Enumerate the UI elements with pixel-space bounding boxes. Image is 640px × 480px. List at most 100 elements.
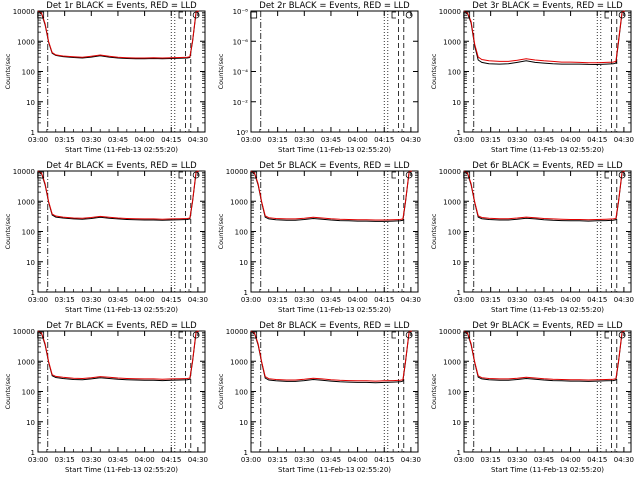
x-tick-label: 04:15 xyxy=(374,136,394,144)
y-tick-label: 1 xyxy=(457,129,461,137)
x-tick-label: 04:00 xyxy=(348,136,368,144)
detector-chart-4: Det 4r BLACK = Events, RED = LLD 1 10 100 10… xyxy=(4,161,208,314)
marker-circle xyxy=(405,171,413,179)
marker-bracket xyxy=(391,11,397,19)
x-tick-label: 04:30 xyxy=(614,296,634,304)
x-tick-label: 03:45 xyxy=(534,136,554,144)
marker-bracket xyxy=(178,331,184,339)
x-tick-label: 04:00 xyxy=(561,456,581,464)
x-tick-label: 04:00 xyxy=(135,456,155,464)
y-tick-label: 10000 xyxy=(439,328,461,336)
x-tick-label: 03:45 xyxy=(108,296,128,304)
x-tick-label: 04:30 xyxy=(401,136,421,144)
marker-square xyxy=(463,331,471,339)
y-tick-label: 1000 xyxy=(17,198,35,206)
x-tick-label: 04:15 xyxy=(161,296,181,304)
x-tick-label: 03:30 xyxy=(81,296,101,304)
y-axis-label: Counts/sec xyxy=(430,213,438,249)
plot-frame xyxy=(250,330,419,453)
y-tick-label: 1 xyxy=(31,289,35,297)
events-series-line xyxy=(463,10,626,66)
x-tick-label: 03:30 xyxy=(294,456,314,464)
marker-bracket xyxy=(604,171,610,179)
x-tick-label: 03:30 xyxy=(81,136,101,144)
x-tick-label: 03:15 xyxy=(268,136,288,144)
x-tick-label: 03:15 xyxy=(268,456,288,464)
y-tick-label: 10 xyxy=(239,259,248,267)
marker-square xyxy=(250,11,258,19)
y-tick-label: 1 xyxy=(457,289,461,297)
y-axis-label: Counts/sec xyxy=(4,213,12,249)
x-tick-label: 04:30 xyxy=(401,456,421,464)
chart-title: Det 8r BLACK = Events, RED = LLD xyxy=(259,321,410,331)
marker-square xyxy=(463,171,471,179)
x-tick-label: 03:30 xyxy=(294,136,314,144)
x-tick-label: 03:00 xyxy=(241,136,261,144)
x-tick-label: 03:45 xyxy=(321,456,341,464)
y-axis-label: Counts/sec xyxy=(430,373,438,409)
y-tick-label: 10 xyxy=(452,259,461,267)
y-tick-label: 100 xyxy=(448,69,461,77)
y-tick-label: 10000 xyxy=(13,328,35,336)
x-tick-label: 03:15 xyxy=(55,296,75,304)
x-tick-label: 03:45 xyxy=(321,296,341,304)
x-tick-label: 03:00 xyxy=(454,456,474,464)
events-series-line xyxy=(250,170,413,222)
x-tick-label: 03:15 xyxy=(268,296,288,304)
x-tick-label: 04:15 xyxy=(161,136,181,144)
x-tick-label: 04:30 xyxy=(188,296,208,304)
y-axis-label: Counts/sec xyxy=(217,373,225,409)
x-axis-label: Start Time (11-Feb-13 02:55:20) xyxy=(491,146,604,154)
y-tick-label: 10 xyxy=(26,99,35,107)
y-tick-label: 10000 xyxy=(13,8,35,16)
marker-circle xyxy=(405,11,413,19)
x-tick-label: 04:00 xyxy=(135,136,155,144)
plot-frame xyxy=(37,330,206,453)
marker-square xyxy=(463,11,471,19)
y-tick-label: 100 xyxy=(22,389,35,397)
y-tick-label: 10 xyxy=(239,419,248,427)
detector-chart-9: Det 9r BLACK = Events, RED = LLD 1 10 100 10… xyxy=(430,321,634,474)
detector-chart-6: Det 6r BLACK = Events, RED = LLD 1 10 100 10… xyxy=(430,161,634,314)
chart-title: Det 5r BLACK = Events, RED = LLD xyxy=(259,161,410,171)
marker-square xyxy=(37,11,45,19)
marker-circle xyxy=(618,11,626,19)
x-tick-label: 04:30 xyxy=(188,456,208,464)
y-tick-label: 10⁻⁴ xyxy=(233,69,249,77)
lld-series-line xyxy=(463,330,625,381)
chart-title: Det 3r BLACK = Events, RED = LLD xyxy=(472,1,623,11)
marker-circle xyxy=(192,11,200,19)
y-tick-label: 10000 xyxy=(439,8,461,16)
marker-circle xyxy=(618,331,626,339)
y-tick-label: 10 xyxy=(452,419,461,427)
x-axis-label: Start Time (11-Feb-13 02:55:20) xyxy=(278,306,391,314)
marker-circle xyxy=(618,171,626,179)
y-axis-label: Counts/sec xyxy=(4,373,12,409)
detector-chart-3: Det 3r BLACK = Events, RED = LLD 1 10 100 10… xyxy=(430,1,634,154)
y-tick-label: 10⁰ xyxy=(236,129,248,137)
x-tick-label: 04:15 xyxy=(587,296,607,304)
lld-series-line xyxy=(463,170,625,221)
y-tick-label: 10 xyxy=(452,99,461,107)
plot-frame xyxy=(463,170,632,293)
plot-frame xyxy=(37,170,206,293)
chart-title: Det 9r BLACK = Events, RED = LLD xyxy=(472,321,623,331)
x-tick-label: 03:30 xyxy=(507,296,527,304)
lld-series-line xyxy=(250,170,412,221)
x-axis-label: Start Time (11-Feb-13 02:55:20) xyxy=(278,146,391,154)
marker-square xyxy=(250,331,258,339)
y-axis-label: Counts/sec xyxy=(217,213,225,249)
x-tick-label: 03:00 xyxy=(454,136,474,144)
chart-title: Det 6r BLACK = Events, RED = LLD xyxy=(472,161,623,171)
detector-chart-5: Det 5r BLACK = Events, RED = LLD 1 10 100 10… xyxy=(217,161,421,314)
lld-series-line xyxy=(37,330,199,380)
x-tick-label: 03:00 xyxy=(28,296,48,304)
detector-chart-1: Det 1r BLACK = Events, RED = LLD 1 10 100 10… xyxy=(4,1,208,154)
lld-series-line xyxy=(250,330,412,382)
marker-bracket xyxy=(604,11,610,19)
y-tick-label: 10 xyxy=(26,259,35,267)
x-tick-label: 03:30 xyxy=(81,456,101,464)
x-tick-label: 03:00 xyxy=(28,456,48,464)
lld-series-line xyxy=(37,170,199,220)
x-tick-label: 04:15 xyxy=(374,296,394,304)
